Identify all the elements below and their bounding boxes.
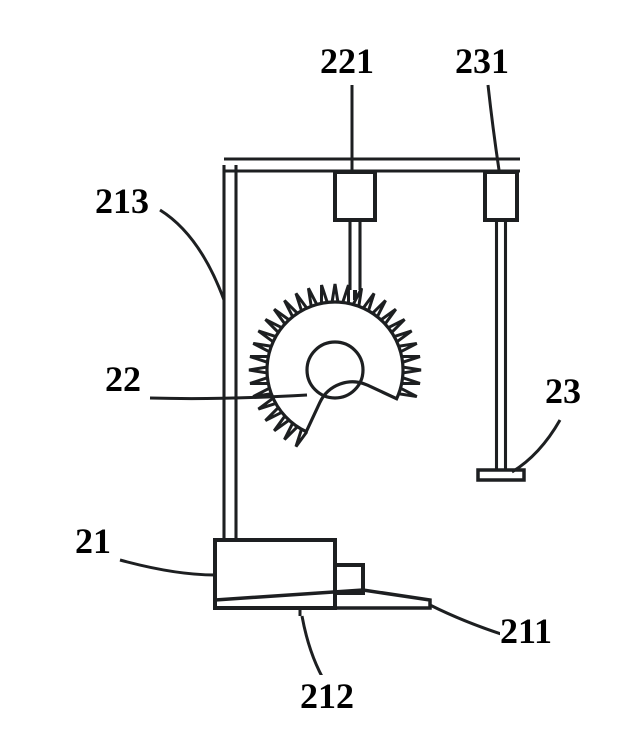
label-212: 212 [300,675,354,717]
label-221: 221 [320,40,374,82]
label-23: 23 [545,370,581,412]
label-22: 22 [105,358,141,400]
technical-diagram: 221 231 213 22 23 21 211 212 [0,0,641,732]
label-21: 21 [75,520,111,562]
label-211: 211 [500,610,552,652]
label-213: 213 [95,180,149,222]
label-231: 231 [455,40,509,82]
